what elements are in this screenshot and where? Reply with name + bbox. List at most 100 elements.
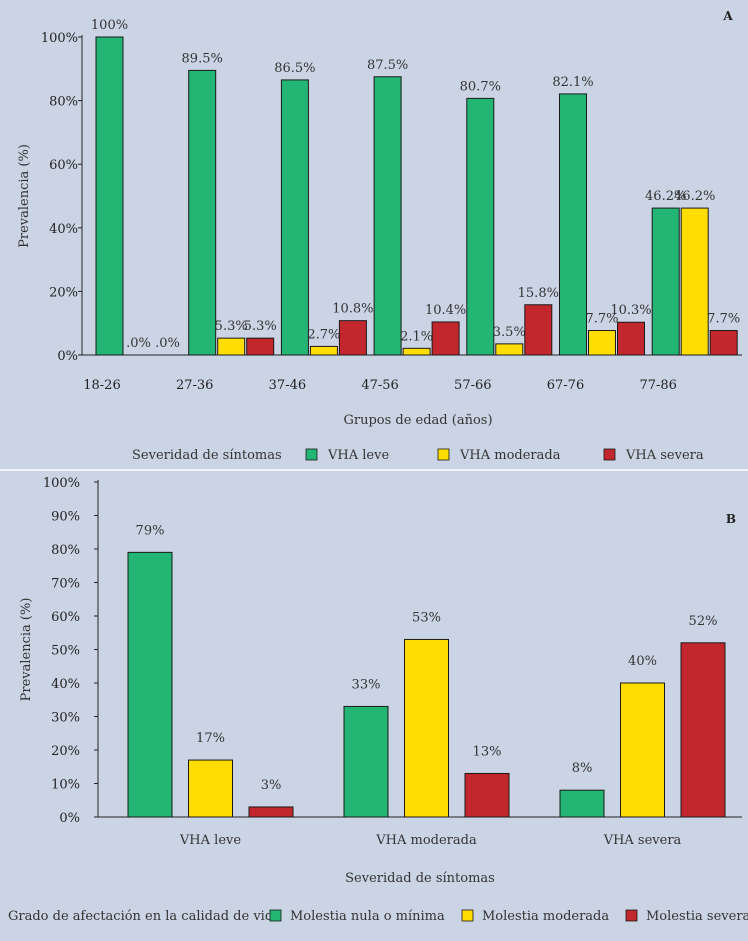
bar-severa (680, 642, 726, 818)
bar-moderada (588, 330, 616, 356)
bar-moderada (495, 343, 524, 356)
data-label: 100% (91, 18, 128, 33)
data-label: 8% (572, 761, 593, 776)
category-label: 18-26 (83, 378, 120, 393)
y-tick-label: 60% (49, 158, 78, 173)
bar-leve (373, 76, 402, 356)
y-tick-label: 20% (49, 285, 78, 300)
data-label: 7.7% (707, 312, 740, 327)
data-label: 17% (196, 731, 225, 746)
data-label: 80.7% (460, 79, 501, 94)
bar-nula (343, 705, 389, 818)
y-tick-label: 0% (57, 349, 78, 364)
legend-item: Molestia moderada (482, 909, 609, 924)
data-label: 10.3% (610, 303, 651, 318)
data-label: 87.5% (367, 58, 408, 73)
legend-swatch (269, 909, 282, 922)
y-tick-label: 10% (51, 778, 80, 793)
bar-moderada (680, 207, 709, 356)
data-label: 3% (261, 778, 282, 793)
bar-leve (95, 36, 124, 356)
data-label: 5.3% (215, 319, 248, 334)
x-axis-title: Grupos de edad (años) (343, 413, 492, 428)
legend-swatch (437, 448, 450, 461)
bar-severa (246, 337, 275, 356)
category-label: 27-36 (176, 378, 213, 393)
y-tick-label: 50% (51, 644, 80, 659)
panel-a-letter: A (722, 9, 733, 23)
y-tick-label: 60% (51, 610, 80, 625)
data-label: 2.7% (307, 327, 340, 342)
legend-swatch (625, 909, 638, 922)
y-tick-label: 90% (51, 510, 80, 525)
y-tick-label: 40% (51, 677, 80, 692)
bar-moderada (404, 638, 449, 818)
data-label: 33% (352, 677, 381, 692)
legend-item: VHA severa (625, 448, 704, 463)
bar-leve (466, 97, 495, 356)
data-label: 7.7% (585, 312, 618, 327)
category-label: VHA leve (179, 833, 241, 848)
bar-nula (559, 789, 605, 818)
category-label: VHA severa (603, 833, 682, 848)
bar-leve (280, 79, 309, 356)
bar-severa (338, 320, 367, 356)
category-label: 37-46 (269, 378, 306, 393)
category-label: 67-76 (547, 378, 584, 393)
data-label: 79% (136, 523, 165, 538)
panel-b-chart: 0% 10% 20% 30% 40% 50% 60% 70% 80% 90% 100% Prevale… (8, 476, 748, 924)
data-label: 5.3% (244, 319, 277, 334)
y-tick-label: 80% (49, 95, 78, 110)
legend-swatch (603, 448, 616, 461)
legend-item: VHA moderada (459, 448, 561, 463)
x-axis-title: Severidad de síntomas (345, 871, 495, 886)
bar-severa (464, 772, 510, 818)
y-axis-title: Prevalencia (%) (17, 144, 32, 248)
y-tick-label: 100% (41, 31, 78, 46)
data-label: 82.1% (552, 75, 593, 90)
bar-nula (127, 551, 173, 818)
data-label: 46.2% (645, 189, 686, 204)
data-label: 40% (628, 654, 657, 669)
bar-moderada (217, 337, 246, 356)
data-label: .0% (126, 336, 151, 351)
bar-leve (651, 207, 680, 356)
panel-b-letter: B (726, 512, 736, 526)
bar-leve (559, 93, 587, 356)
bar-moderada (402, 347, 431, 356)
data-label: 89.5% (182, 51, 223, 66)
legend-swatch (305, 448, 318, 461)
bar-severa (709, 330, 738, 356)
bar-moderada (188, 759, 233, 818)
y-axis-title: Prevalencia (%) (19, 598, 34, 702)
bar-severa (248, 806, 294, 818)
bar-moderada (309, 345, 338, 356)
data-label: 2.1% (400, 329, 433, 344)
data-label: 15.8% (518, 286, 559, 301)
y-tick-label: 40% (49, 222, 78, 237)
category-label: 57-66 (454, 378, 491, 393)
legend-title: Severidad de síntomas (132, 448, 282, 463)
legend-swatch (461, 909, 474, 922)
bar-severa (617, 321, 645, 356)
y-tick-label: 80% (51, 543, 80, 558)
y-tick-label: 30% (51, 711, 80, 726)
legend-title: Grado de afectación en la calidad de vid… (8, 909, 281, 924)
data-label: 13% (473, 744, 502, 759)
data-label: 10.8% (332, 302, 373, 317)
data-label: 86.5% (274, 61, 315, 76)
category-label: 77-86 (639, 378, 676, 393)
panel-a-chart: 0% 20% 40% 60% 80% 100% Prevalencia (%) 100% .0%… (17, 18, 742, 463)
legend-item: Molestia nula o mínima (290, 909, 445, 924)
category-label: VHA moderada (375, 833, 477, 848)
data-label: .0% (155, 336, 180, 351)
bar-moderada (620, 682, 665, 818)
y-tick-label: 0% (59, 811, 80, 826)
y-tick-label: 100% (43, 476, 80, 491)
y-tick-label: 20% (51, 744, 80, 759)
bar-leve (188, 69, 217, 356)
category-label: 47-56 (361, 378, 398, 393)
data-label: 52% (689, 614, 718, 629)
y-tick-label: 70% (51, 577, 80, 592)
